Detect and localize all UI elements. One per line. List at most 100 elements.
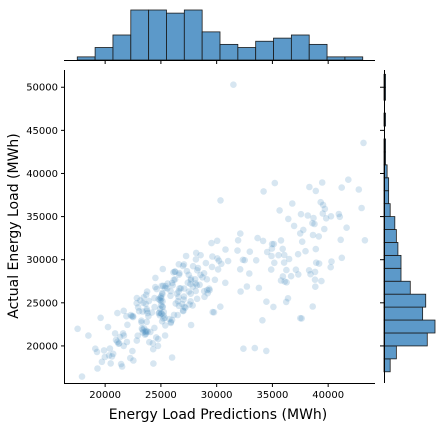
- right-hist-bar: [383, 267, 402, 282]
- scatter-point: [246, 248, 254, 255]
- top-hist-bar: [112, 34, 132, 61]
- scatter-point: [146, 338, 153, 346]
- scatter-point: [142, 291, 150, 299]
- top-hist-bar: [255, 40, 274, 61]
- scatter-point: [275, 251, 282, 259]
- scatter-point: [277, 277, 285, 284]
- scatter-point: [175, 302, 183, 310]
- x-tick-label: 20000: [89, 390, 121, 401]
- scatter-point: [186, 301, 193, 308]
- right-hist-bar: [383, 306, 424, 321]
- scatter-point: [234, 237, 242, 244]
- scatter-point: [315, 260, 323, 267]
- scatter-point: [161, 284, 169, 292]
- scatter-point: [180, 261, 188, 268]
- scatter-point: [263, 248, 271, 256]
- scatter-point: [328, 258, 335, 265]
- right-hist-bar: [383, 345, 397, 360]
- scatter-point: [178, 300, 186, 308]
- scatter-point: [133, 294, 141, 302]
- scatter-point: [335, 210, 343, 218]
- scatter-point: [143, 327, 150, 335]
- scatter-point: [246, 270, 253, 277]
- scatter-point: [109, 350, 117, 358]
- top-hist-bar: [130, 9, 150, 61]
- scatter-point: [138, 325, 146, 332]
- scatter-point: [215, 257, 223, 265]
- scatter-point: [168, 354, 176, 361]
- scatter-point: [360, 139, 367, 147]
- scatter-point: [108, 353, 116, 360]
- scatter-point: [183, 267, 191, 275]
- scatter-point: [143, 288, 151, 295]
- scatter-point: [182, 252, 190, 260]
- scatter-point: [236, 266, 244, 273]
- scatter-point: [202, 259, 210, 267]
- scatter-point: [206, 286, 213, 294]
- scatter-point: [92, 345, 99, 353]
- scatter-point: [167, 319, 175, 327]
- scatter-point: [337, 236, 345, 244]
- scatter-point: [252, 257, 260, 264]
- scatter-point: [171, 276, 179, 283]
- scatter-point: [239, 256, 247, 264]
- scatter-point: [240, 345, 247, 353]
- top-hist-bar: [326, 56, 346, 61]
- scatter-point: [158, 289, 166, 297]
- scatter-point: [119, 330, 127, 337]
- scatter-point: [243, 283, 251, 290]
- right-hist-bar: [383, 254, 402, 269]
- scatter-point: [171, 268, 178, 275]
- scatter-point: [143, 305, 151, 313]
- scatter-point: [187, 275, 195, 282]
- scatter-point: [167, 292, 174, 300]
- scatter-point: [214, 266, 222, 273]
- scatter-point: [134, 304, 142, 311]
- scatter-point: [164, 285, 171, 292]
- scatter-point: [280, 259, 288, 266]
- scatter-point: [317, 198, 325, 206]
- scatter-point: [156, 296, 164, 304]
- scatter-point: [139, 329, 147, 336]
- scatter-point: [285, 255, 293, 263]
- scatter-point: [85, 332, 92, 339]
- scatter-point: [201, 293, 208, 301]
- scatter-point: [305, 267, 313, 274]
- scatter-point: [168, 279, 176, 287]
- scatter-point: [105, 352, 113, 359]
- scatter-point: [237, 288, 244, 295]
- scatter-point: [193, 281, 201, 289]
- scatter-point: [180, 285, 188, 292]
- top-histogram-ticks: [104, 60, 329, 64]
- scatter-point: [143, 307, 150, 315]
- scatter-point: [144, 328, 151, 336]
- scatter-point: [304, 212, 312, 219]
- scatter-point: [237, 230, 244, 237]
- scatter-point: [315, 233, 323, 240]
- scatter-point: [137, 297, 144, 304]
- right-hist-bar: [383, 229, 397, 243]
- scatter-point: [156, 312, 164, 319]
- scatter-point: [192, 256, 200, 263]
- scatter-point: [158, 295, 165, 302]
- scatter-point: [259, 237, 267, 245]
- scatter-point: [224, 257, 232, 265]
- scatter-point: [141, 331, 149, 339]
- x-axis-ticks: 20000 25000 30000 35000 40000: [89, 383, 344, 401]
- top-hist-bar: [166, 12, 185, 61]
- scatter-point: [287, 272, 295, 280]
- x-tick-label: 30000: [201, 390, 233, 401]
- scatter-point: [158, 310, 165, 317]
- scatter-point: [180, 296, 187, 303]
- scatter-point: [281, 278, 289, 285]
- scatter-point: [158, 318, 166, 325]
- scatter-point: [159, 303, 166, 310]
- y-tick-label: 40000: [26, 169, 58, 180]
- scatter-point: [319, 210, 327, 217]
- scatter-point: [336, 213, 344, 221]
- scatter-point: [192, 280, 199, 287]
- scatter-point: [327, 263, 335, 271]
- top-hist-bar: [290, 34, 310, 61]
- scatter-point: [175, 288, 182, 295]
- scatter-point: [187, 321, 195, 329]
